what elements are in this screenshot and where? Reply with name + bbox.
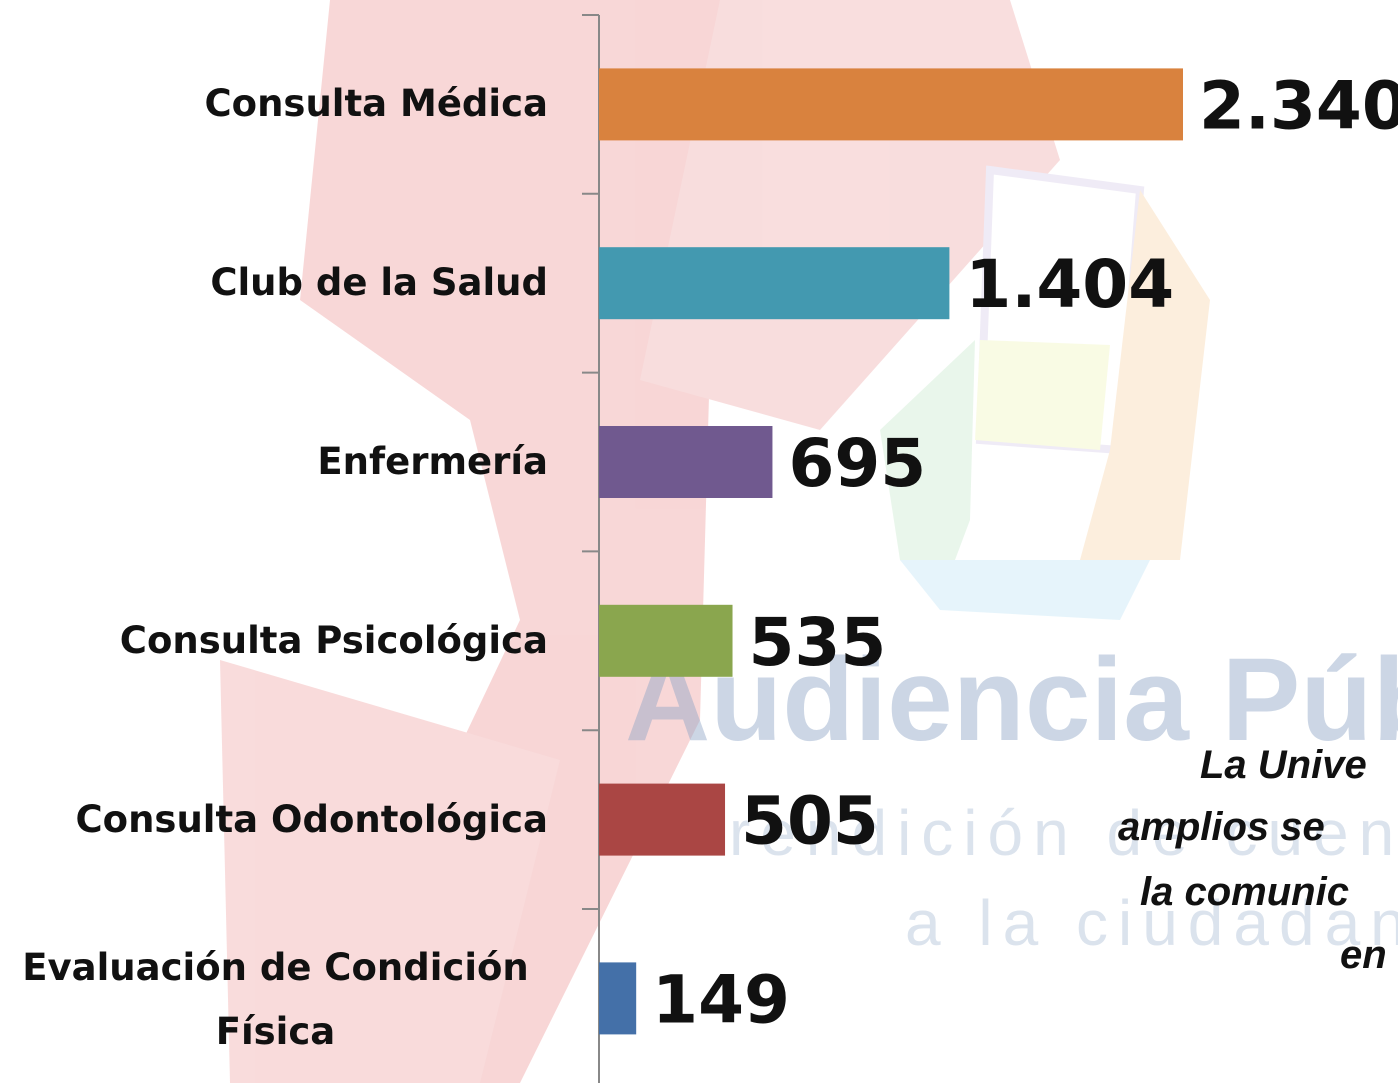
category-label: Consulta Odontológica — [3, 788, 548, 852]
bg-shape — [975, 340, 1110, 450]
value-label: 695 — [788, 425, 926, 502]
value-label: 535 — [749, 604, 887, 681]
bar — [599, 426, 772, 498]
category-label: Enfermería — [3, 430, 548, 494]
category-label: Evaluación de Condición Física — [3, 936, 548, 1064]
category-label: Consulta Médica — [3, 72, 548, 136]
annotation: la comunic — [1140, 870, 1349, 914]
bg-shape — [900, 560, 1150, 620]
value-label: 2.340 — [1199, 67, 1398, 144]
bar — [599, 605, 733, 677]
value-label: 1.404 — [965, 246, 1174, 323]
bar — [599, 962, 636, 1034]
annotation: La Unive — [1200, 743, 1367, 787]
bar — [599, 247, 949, 319]
page: Audiencia Públicade rendición de cuentas… — [0, 0, 1398, 1083]
bar — [599, 784, 725, 856]
annotation: amplios se — [1118, 805, 1325, 849]
category-label: Consulta Psicológica — [3, 609, 548, 673]
category-label: Club de la Salud — [3, 251, 548, 315]
chart: Audiencia Públicade rendición de cuentas… — [0, 0, 1398, 1083]
bar — [599, 68, 1183, 140]
watermark: Audiencia Públicade rendición de cuentas… — [610, 634, 1398, 977]
annotation: en — [1340, 933, 1387, 977]
value-label: 505 — [741, 783, 879, 860]
value-label: 149 — [652, 961, 790, 1038]
